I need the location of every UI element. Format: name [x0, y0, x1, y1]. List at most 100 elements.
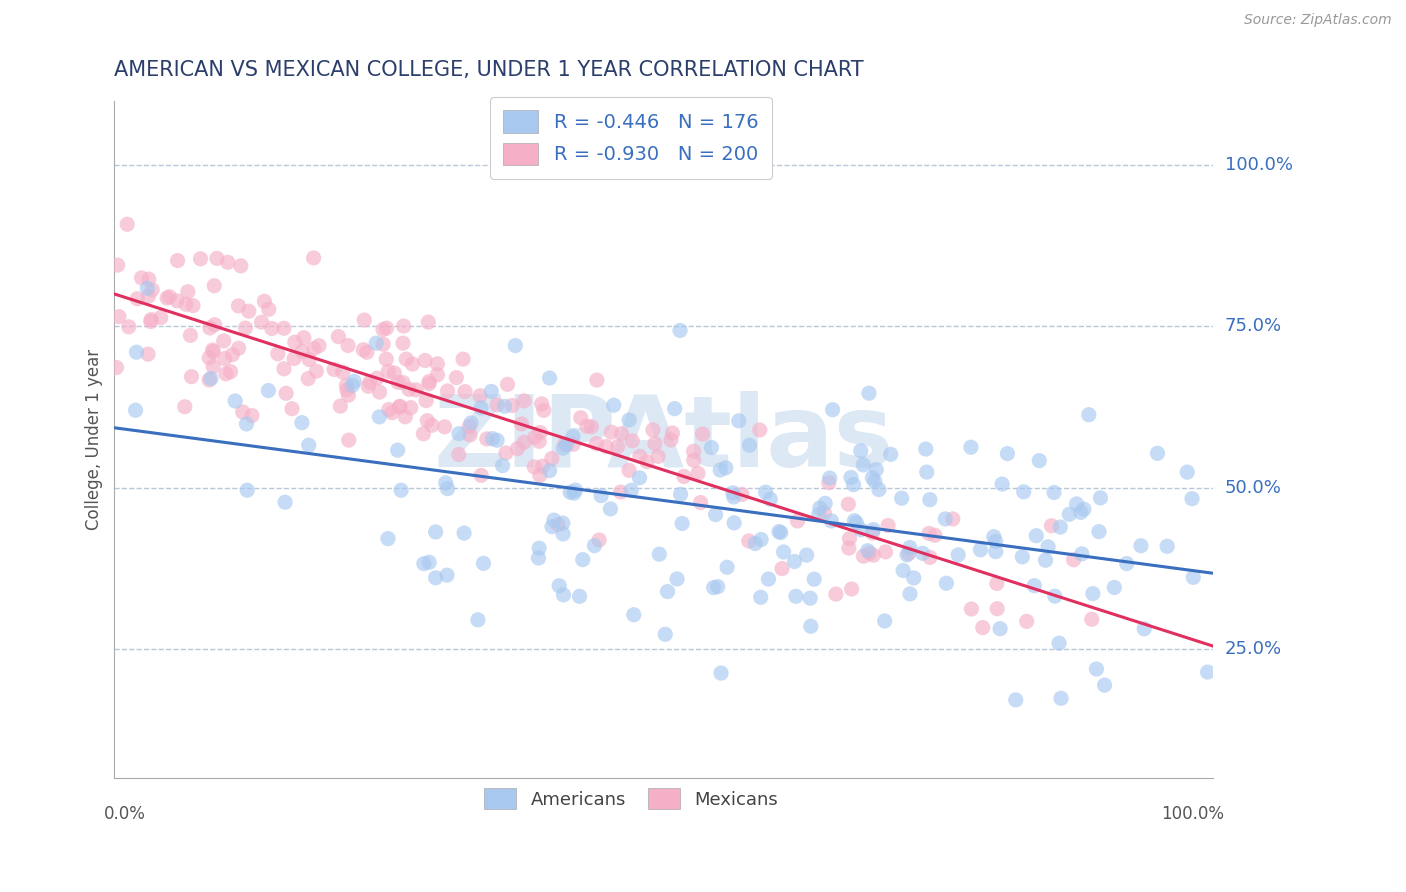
Point [399, 401, 422, 415]
Point [377, 402, 399, 417]
Point [1073, 502, 1095, 516]
Point [785, 590, 807, 604]
Point [571, 552, 593, 566]
Text: Source: ZipAtlas.com: Source: ZipAtlas.com [1244, 13, 1392, 28]
Point [138, 289, 160, 303]
Point [856, 543, 879, 558]
Point [541, 519, 564, 533]
Point [838, 532, 860, 546]
Point [506, 442, 529, 456]
Point [562, 437, 585, 451]
Point [723, 490, 745, 504]
Point [337, 433, 360, 447]
Point [205, 252, 228, 266]
Point [267, 347, 290, 361]
Point [873, 614, 896, 628]
Point [803, 572, 825, 586]
Point [198, 351, 221, 365]
Point [453, 526, 475, 541]
Point [479, 384, 502, 399]
Point [302, 251, 325, 265]
Point [935, 576, 957, 591]
Point [1012, 484, 1035, 499]
Point [585, 436, 607, 450]
Point [875, 545, 897, 559]
Point [852, 458, 875, 472]
Point [388, 400, 411, 414]
Point [475, 432, 498, 446]
Point [1066, 497, 1088, 511]
Point [434, 475, 457, 490]
Point [686, 467, 709, 481]
Point [654, 627, 676, 641]
Point [398, 383, 420, 397]
Text: 100.0%: 100.0% [1161, 805, 1225, 823]
Point [972, 621, 994, 635]
Point [1043, 589, 1066, 603]
Point [704, 508, 727, 522]
Point [1070, 547, 1092, 561]
Point [1156, 539, 1178, 553]
Point [375, 352, 398, 367]
Point [470, 401, 492, 415]
Point [813, 506, 835, 520]
Point [692, 427, 714, 442]
Point [470, 468, 492, 483]
Point [749, 591, 772, 605]
Point [332, 365, 354, 379]
Point [177, 285, 200, 299]
Point [173, 400, 195, 414]
Point [454, 384, 477, 399]
Point [257, 384, 280, 398]
Point [214, 351, 236, 366]
Point [531, 459, 554, 474]
Point [606, 440, 628, 454]
Point [405, 383, 427, 397]
Point [700, 441, 723, 455]
Point [863, 475, 886, 489]
Point [648, 547, 671, 561]
Point [494, 399, 516, 413]
Point [377, 532, 399, 546]
Point [166, 253, 188, 268]
Point [426, 368, 449, 382]
Point [240, 409, 263, 423]
Point [841, 582, 863, 596]
Point [202, 359, 225, 374]
Point [1129, 539, 1152, 553]
Point [323, 362, 346, 376]
Point [759, 492, 782, 507]
Point [412, 426, 434, 441]
Point [329, 399, 352, 413]
Point [877, 518, 900, 533]
Point [942, 512, 965, 526]
Point [420, 418, 443, 433]
Point [748, 423, 770, 437]
Point [501, 399, 523, 413]
Point [1028, 453, 1050, 467]
Point [984, 544, 1007, 558]
Point [547, 517, 569, 532]
Point [436, 482, 458, 496]
Point [359, 376, 381, 390]
Point [768, 524, 790, 539]
Point [260, 321, 283, 335]
Point [190, 252, 212, 266]
Point [723, 516, 745, 530]
Point [458, 419, 481, 434]
Point [814, 496, 837, 510]
Point [1011, 549, 1033, 564]
Point [433, 420, 456, 434]
Point [669, 487, 692, 501]
Point [458, 428, 481, 442]
Point [553, 588, 575, 602]
Point [1063, 553, 1085, 567]
Point [946, 548, 969, 562]
Text: AMERICAN VS MEXICAN COLLEGE, UNDER 1 YEAR CORRELATION CHART: AMERICAN VS MEXICAN COLLEGE, UNDER 1 YEA… [114, 60, 865, 79]
Point [235, 321, 257, 335]
Point [413, 353, 436, 368]
Point [382, 366, 405, 380]
Text: 0.0%: 0.0% [104, 805, 145, 823]
Point [1077, 408, 1099, 422]
Point [297, 371, 319, 385]
